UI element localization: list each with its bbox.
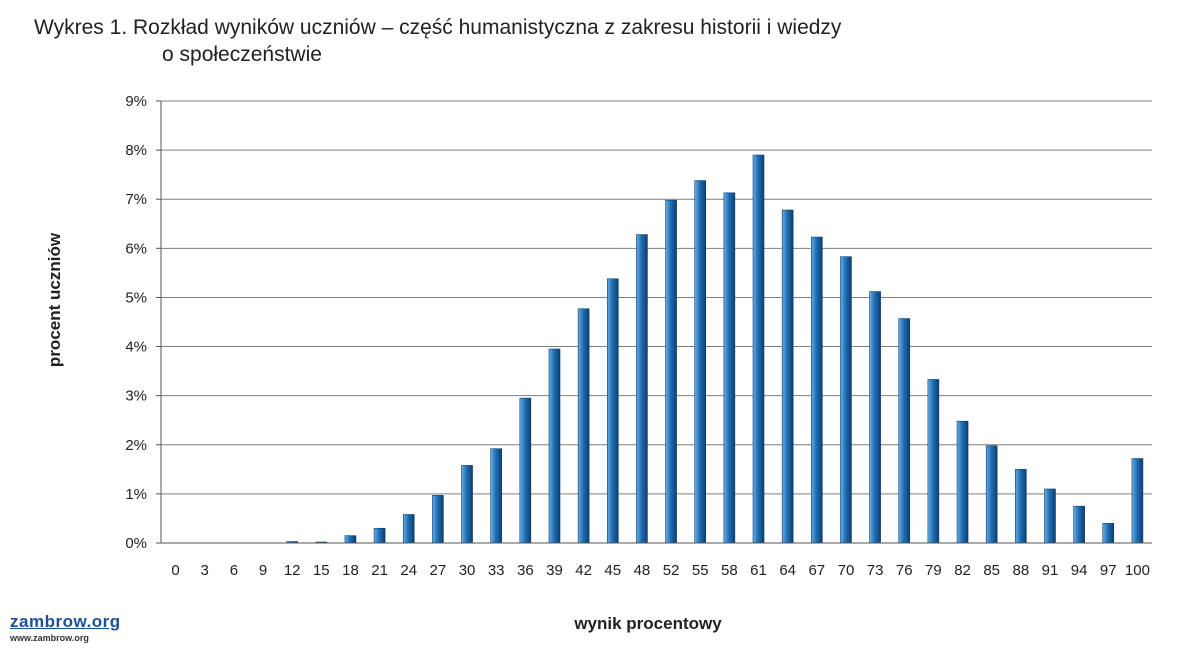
bar <box>344 535 357 544</box>
x-axis-ticks: 0 3 6 9 12 15 18 21 24 27 30 33 36 39 42 45 48 52 55 58 61 64… <box>171 562 1150 579</box>
bar <box>1131 458 1144 544</box>
x-tick-label: 9 <box>259 562 267 579</box>
bar <box>548 348 561 544</box>
chart-title-line2: o społeczeństwie <box>162 43 322 66</box>
bar <box>752 154 765 544</box>
chart-title-line1: Wykres 1. Rozkład wyników uczniów – częś… <box>34 16 842 39</box>
x-tick-label: 6 <box>230 562 238 579</box>
bar <box>373 527 386 544</box>
y-tick-label: 1% <box>125 486 147 503</box>
y-tick-label: 8% <box>125 142 147 159</box>
x-tick-label: 73 <box>867 562 884 579</box>
x-tick-label: 12 <box>284 562 301 579</box>
bar <box>1073 505 1085 544</box>
x-tick-label: 85 <box>983 562 1000 579</box>
bar <box>723 192 736 544</box>
bar <box>898 318 911 544</box>
x-tick-label: 0 <box>171 562 179 579</box>
x-axis-label: wynik procentowy <box>573 614 722 633</box>
bar <box>869 291 881 544</box>
y-tick-label: 5% <box>125 289 147 306</box>
x-tick-label: 79 <box>925 562 942 579</box>
bar <box>402 514 415 544</box>
bar <box>519 397 532 544</box>
gridlines <box>161 100 1152 495</box>
x-tick-label: 61 <box>750 562 767 579</box>
y-axis-label: procent uczniów <box>45 232 64 367</box>
y-tick-label: 0% <box>125 535 147 552</box>
x-tick-label: 94 <box>1071 562 1088 579</box>
bar <box>781 209 794 544</box>
y-tick-label: 6% <box>125 240 147 257</box>
x-tick-label: 82 <box>954 562 971 579</box>
x-tick-label: 39 <box>546 562 563 579</box>
y-tick-label: 2% <box>125 437 147 454</box>
bar <box>694 180 707 544</box>
bar <box>1102 523 1115 544</box>
x-tick-label: 91 <box>1042 562 1059 579</box>
x-tick-label: 3 <box>201 562 209 579</box>
bar <box>490 448 502 544</box>
site-logo: zambrow.org www.zambrow.org <box>10 612 121 643</box>
y-tick-label: 9% <box>125 93 147 110</box>
bar <box>636 234 648 544</box>
x-tick-label: 33 <box>488 562 505 579</box>
chart-title: Wykres 1. Rozkład wyników uczniów – częś… <box>34 14 841 68</box>
bar <box>811 236 823 544</box>
bar <box>665 199 677 544</box>
x-tick-label: 58 <box>721 562 738 579</box>
x-tick-label: 36 <box>517 562 534 579</box>
y-tick-label: 7% <box>125 191 147 208</box>
y-tick-label: 3% <box>125 388 147 405</box>
y-axis-ticks: 0% 1% 2% 3% 4% 5% 6% 7% 8% 9% <box>125 93 161 552</box>
x-tick-label: 24 <box>400 562 417 579</box>
x-tick-label: 27 <box>430 562 447 579</box>
x-tick-label: 30 <box>459 562 476 579</box>
x-tick-label: 97 <box>1100 562 1117 579</box>
x-tick-label: 45 <box>604 562 621 579</box>
x-tick-label: 55 <box>692 562 709 579</box>
bar <box>577 308 590 544</box>
x-tick-label: 42 <box>575 562 592 579</box>
x-tick-label: 21 <box>371 562 388 579</box>
bar <box>461 465 473 544</box>
x-tick-label: 15 <box>313 562 330 579</box>
bar <box>956 420 969 544</box>
x-tick-label: 70 <box>838 562 855 579</box>
x-tick-label: 88 <box>1012 562 1029 579</box>
logo-text: zambrow.org <box>10 612 121 631</box>
x-tick-label: 18 <box>342 562 359 579</box>
y-tick-label: 4% <box>125 339 147 356</box>
x-tick-label: 52 <box>663 562 680 579</box>
bar <box>927 379 940 544</box>
x-tick-label: 76 <box>896 562 913 579</box>
bar <box>1044 488 1056 544</box>
bars <box>286 154 1144 544</box>
logo-url: www.zambrow.org <box>10 633 89 643</box>
x-tick-label: 48 <box>634 562 651 579</box>
x-tick-label: 67 <box>808 562 825 579</box>
bar <box>432 495 444 544</box>
bar <box>606 278 619 544</box>
bar <box>985 445 998 544</box>
bar <box>840 256 852 544</box>
x-tick-label: 64 <box>779 562 796 579</box>
x-tick-label: 100 <box>1125 562 1150 579</box>
bar <box>1015 469 1027 544</box>
